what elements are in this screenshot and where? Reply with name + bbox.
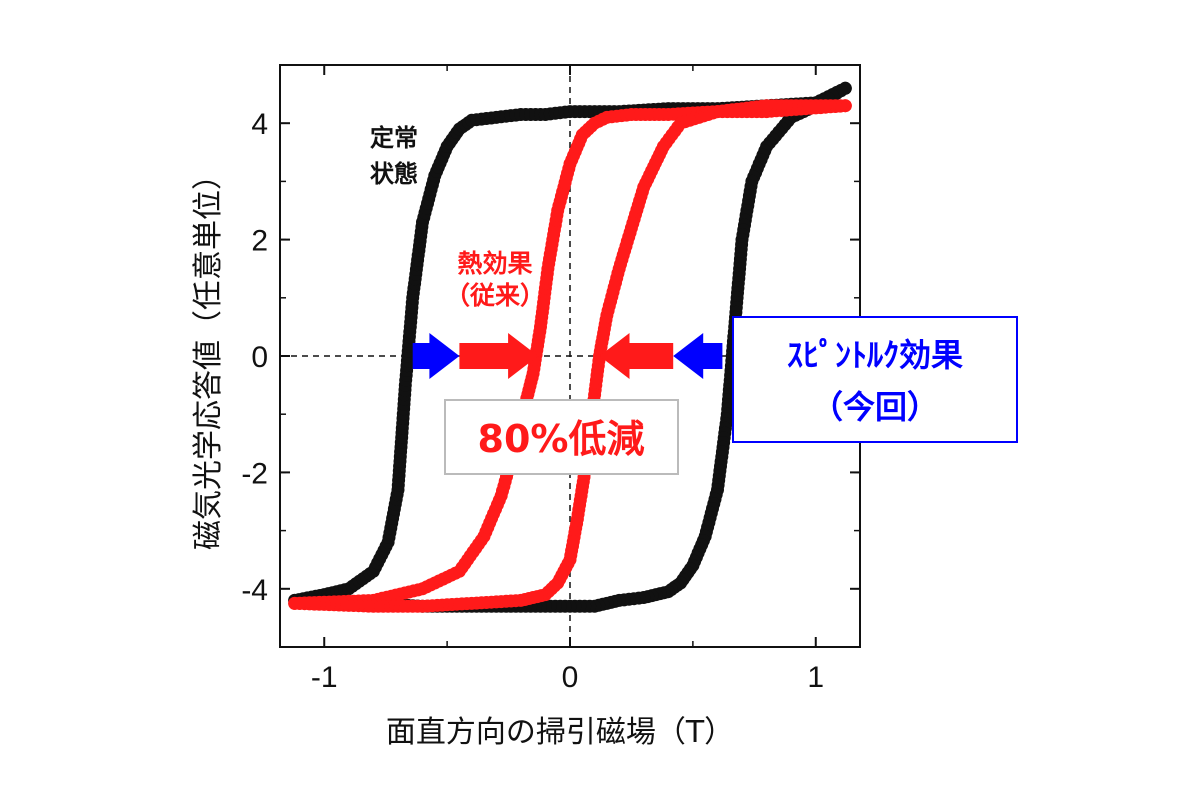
arrow-1 [459, 333, 539, 379]
y-tick-label: 0 [251, 341, 268, 374]
arrow-2 [673, 333, 723, 379]
arrow-0 [412, 333, 460, 379]
y-tick-label: -4 [241, 574, 268, 607]
reduction-label: 80%低減 [478, 417, 645, 461]
x-tick-label: 1 [807, 661, 824, 694]
y-tick-label: 4 [251, 108, 268, 141]
x-axis-title: 面直方向の掃引磁場（T） [386, 715, 734, 750]
reduction-box [444, 399, 679, 475]
x-tick-label: 0 [562, 661, 579, 694]
data-point-s1-b1 [288, 596, 302, 610]
y-tick-label: 2 [251, 225, 268, 258]
y-axis-title: 磁気光学応答値（任意単位） [191, 160, 226, 550]
annotations: 定常 状態 熱効果 （従来） 80%低減 ｽﾋﾟﾝﾄﾙｸ効果 （今回） [370, 124, 1018, 475]
y-tick-label: -2 [241, 457, 268, 490]
thermal-effect-label-line2: （従来） [445, 281, 545, 310]
spin-torque-label-line2: （今回） [811, 388, 939, 426]
steady-state-label-line1: 定常 [370, 124, 418, 152]
spin-torque-box [732, 316, 1018, 443]
plot-layer [280, 65, 860, 647]
x-tick-label: -1 [311, 661, 338, 694]
spin-torque-label-line1: ｽﾋﾟﾝﾄﾙｸ効果 [787, 336, 963, 374]
steady-state-label-line2: 状態 [370, 160, 418, 188]
arrow-3 [599, 333, 674, 379]
thermal-effect-label-line1: 熱効果 [457, 249, 532, 278]
